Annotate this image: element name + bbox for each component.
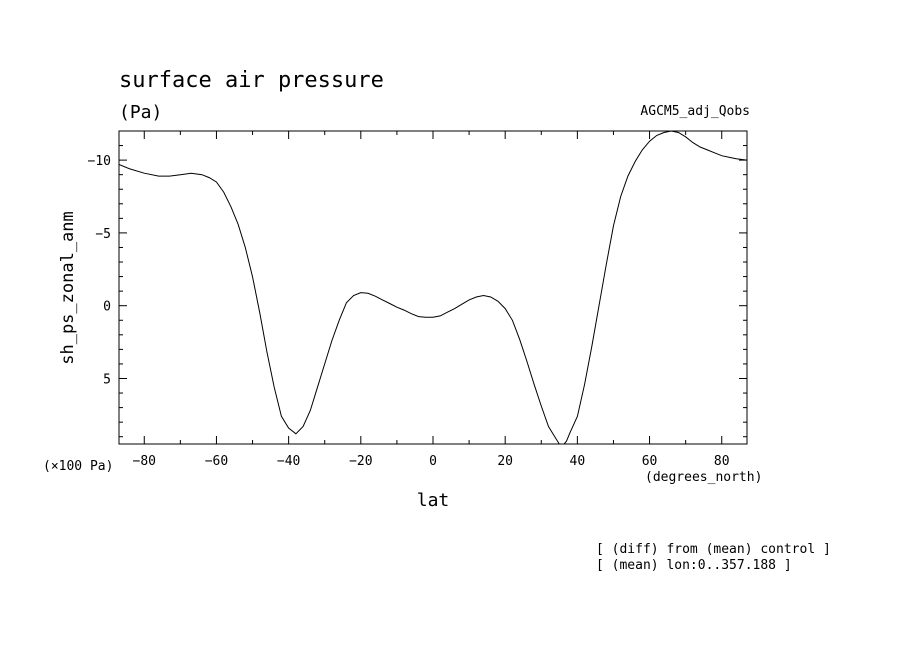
y-tick-label: 5 <box>103 372 111 387</box>
chart-title: surface air pressure <box>119 68 384 93</box>
x-unit-label: (degrees_north) <box>645 470 763 485</box>
mean-note: [ (mean) lon:0..357.188 ] <box>596 558 792 573</box>
plot-frame <box>118 130 748 445</box>
model-label: AGCM5_adj_Qobs <box>640 104 750 119</box>
series-line <box>119 131 747 444</box>
x-tick-label: −20 <box>349 454 372 469</box>
y-tick-label: 0 <box>103 300 111 315</box>
x-tick-label: 20 <box>497 454 513 469</box>
x-tick-label: −80 <box>133 454 156 469</box>
y-scale-label: (×100 Pa) <box>43 459 114 474</box>
x-tick-label: 80 <box>714 454 730 469</box>
x-tick-label: −40 <box>277 454 300 469</box>
x-tick-label: −60 <box>205 454 228 469</box>
x-tick-label: 60 <box>642 454 658 469</box>
x-tick-label: 0 <box>429 454 437 469</box>
units-label: (Pa) <box>119 102 163 123</box>
diff-note: [ (diff) from (mean) control ] <box>596 542 831 557</box>
x-tick-label: 40 <box>570 454 586 469</box>
y-tick-label: −5 <box>95 227 111 242</box>
x-axis-label: lat <box>416 490 450 511</box>
y-tick-label: −10 <box>88 154 111 169</box>
